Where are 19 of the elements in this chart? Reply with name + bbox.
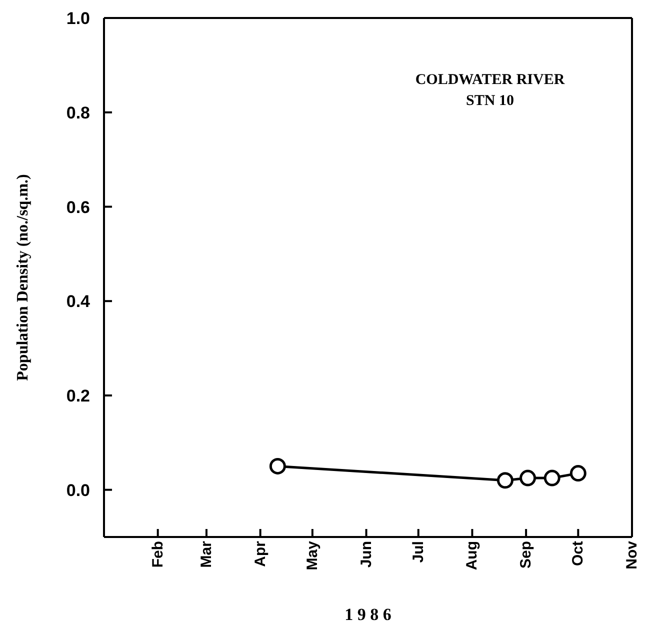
x-tick-label: Jul xyxy=(410,541,427,563)
y-tick-label: 0.8 xyxy=(66,103,90,122)
x-tick-label: Feb xyxy=(149,541,166,568)
x-tick-label: Nov xyxy=(624,540,640,570)
y-tick-label: 0.0 xyxy=(66,480,90,500)
y-tick-label: 0.2 xyxy=(66,386,90,406)
x-axis-title: 1 9 8 6 xyxy=(344,605,392,624)
x-tick-label: Aug xyxy=(464,541,481,570)
x-tick-label: Jun xyxy=(358,541,375,568)
y-tick-label: 0.4 xyxy=(66,292,91,312)
x-tick-label: Apr xyxy=(252,540,269,567)
x-tick-label: May xyxy=(304,540,321,570)
y-tick-label: 0.6 xyxy=(66,198,90,217)
y-tick-label: 1.0 xyxy=(66,9,90,28)
y-axis-title: Population Density (no./sq.m.) xyxy=(14,174,32,381)
x-tick-label: Oct xyxy=(570,541,587,566)
x-tick-label: Mar xyxy=(198,540,215,568)
x-tick-label: Sep xyxy=(518,541,535,569)
annotation: COLDWATER RIVER STN 10 xyxy=(414,71,566,111)
